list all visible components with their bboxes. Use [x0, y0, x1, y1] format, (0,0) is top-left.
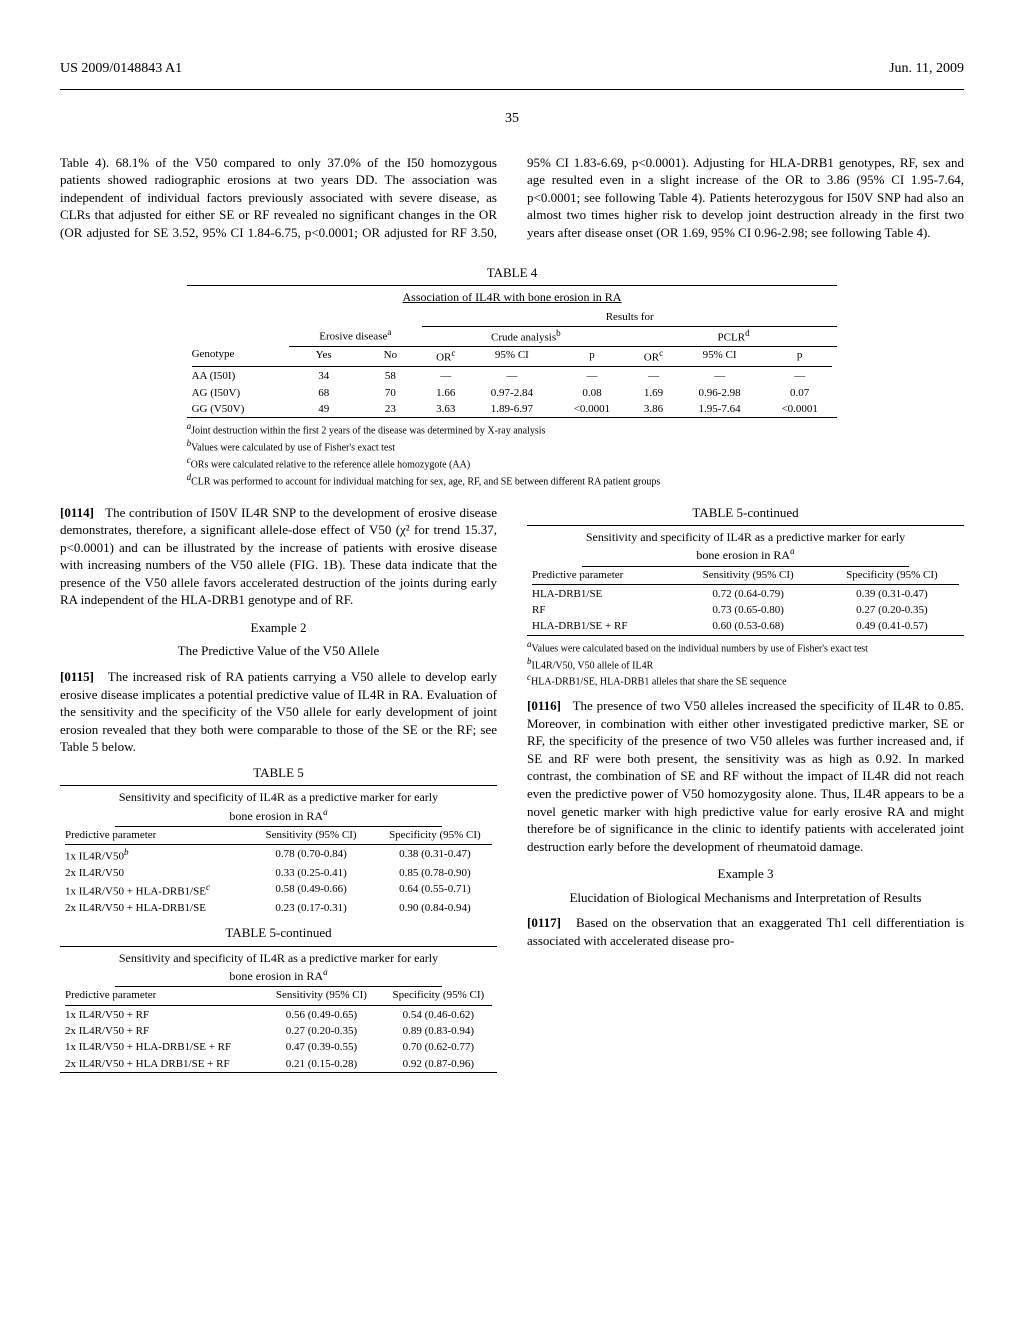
header-rule [60, 89, 964, 90]
table-5-c: Predictive parameter Sensitivity (95% CI… [527, 567, 964, 635]
example-3-heading: Example 3 [527, 865, 964, 883]
paragraph-0114: [0114] The contribution of I50V IL4R SNP… [60, 504, 497, 609]
table-row: 2x IL4R/V50 0.33 (0.25-0.41) 0.85 (0.78-… [60, 865, 497, 881]
table-5-footnotes: aValues were calculated based on the ind… [527, 639, 964, 689]
paragraph-0116: [0116] The presence of two V50 alleles i… [527, 697, 964, 855]
table-5-block-b: TABLE 5-continued Sensitivity and specif… [60, 924, 497, 1072]
patent-number: US 2009/0148843 A1 [60, 60, 182, 79]
table-4: Results for Erosive diseasea Crude analy… [187, 309, 838, 417]
example-3-subtitle: Elucidation of Biological Mechanisms and… [527, 889, 964, 907]
table-5-cont-title: TABLE 5-continued [60, 924, 497, 942]
paragraph-0115: [0115] The increased risk of RA patients… [60, 668, 497, 756]
table-row: 1x IL4R/V50 + HLA-DRB1/SE + RF 0.47 (0.3… [60, 1039, 497, 1055]
para-num: [0115] [60, 669, 94, 684]
table-row: HLA-DRB1/SE 0.72 (0.64-0.79) 0.39 (0.31-… [527, 586, 964, 602]
table-4-block: TABLE 4 Association of IL4R with bone er… [60, 258, 964, 489]
paragraph-continuation: Table 4). 68.1% of the V50 compared to o… [60, 154, 964, 246]
table-5-cont-title-2: TABLE 5-continued [527, 504, 964, 522]
paragraph-0117: [0117] Based on the observation that an … [527, 914, 964, 949]
example-2-subtitle: The Predictive Value of the V50 Allele [60, 642, 497, 660]
table-4-title: TABLE 4 [60, 264, 964, 282]
table-row: HLA-DRB1/SE + RF 0.60 (0.53-0.68) 0.49 (… [527, 618, 964, 634]
table-row: 1x IL4R/V50 + RF 0.56 (0.49-0.65) 0.54 (… [60, 1007, 497, 1023]
table-4-caption: Association of IL4R with bone erosion in… [187, 289, 838, 305]
para-num: [0114] [60, 505, 94, 520]
para-num: [0117] [527, 915, 561, 930]
table-row: GG (V50V) 49 23 3.63 1.89-6.97 <0.0001 3… [187, 401, 838, 417]
table-row: RF 0.73 (0.65-0.80) 0.27 (0.20-0.35) [527, 602, 964, 618]
table-row: 1x IL4R/V50b 0.78 (0.70-0.84) 0.38 (0.31… [60, 846, 497, 865]
table-5-title: TABLE 5 [60, 764, 497, 782]
spacer [60, 1081, 497, 1211]
page-number: 35 [60, 110, 964, 129]
publication-date: Jun. 11, 2009 [889, 60, 964, 79]
table-5-a: Predictive parameter Sensitivity (95% CI… [60, 827, 497, 917]
table-row: 2x IL4R/V50 + RF 0.27 (0.20-0.35) 0.89 (… [60, 1023, 497, 1039]
table-row: AA (I50I) 34 58 — — — — — — [187, 368, 838, 384]
table-5-block-c: TABLE 5-continued Sensitivity and specif… [527, 504, 964, 690]
para-num: [0116] [527, 698, 561, 713]
table-row: 2x IL4R/V50 + HLA-DRB1/SE 0.23 (0.17-0.3… [60, 900, 497, 916]
table-5-block-a: TABLE 5 Sensitivity and specificity of I… [60, 764, 497, 917]
table-5-b: Predictive parameter Sensitivity (95% CI… [60, 987, 497, 1071]
table-row: 1x IL4R/V50 + HLA-DRB1/SEc 0.58 (0.49-0.… [60, 881, 497, 900]
table-row: AG (I50V) 68 70 1.66 0.97-2.84 0.08 1.69… [187, 385, 838, 401]
table-4-footnotes: aJoint destruction within the first 2 ye… [187, 421, 838, 488]
example-2-heading: Example 2 [60, 619, 497, 637]
table-row: 2x IL4R/V50 + HLA DRB1/SE + RF 0.21 (0.1… [60, 1056, 497, 1072]
